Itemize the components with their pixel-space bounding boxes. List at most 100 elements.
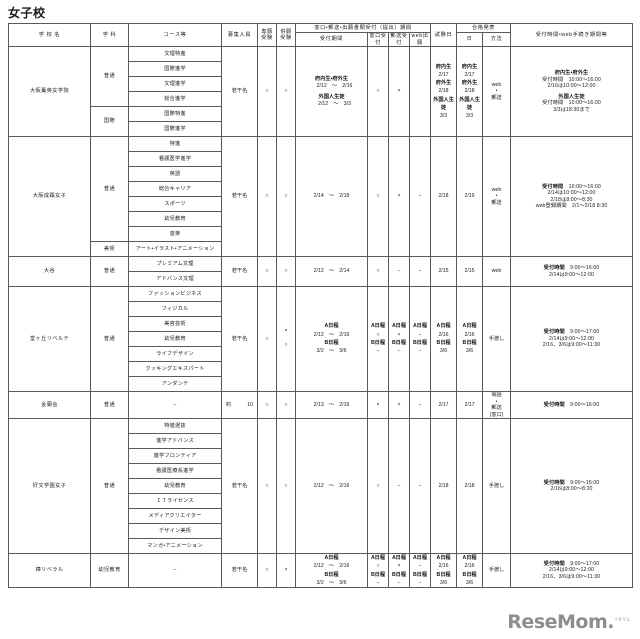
ab-entry: B日程 −	[370, 340, 386, 355]
ab-label: B日程	[324, 571, 339, 578]
cell-dept: 普通	[90, 391, 129, 419]
ab-value: 2/12 〜 2/16	[313, 331, 350, 338]
cell-course: 特進	[128, 136, 222, 152]
cell-mail: ×	[388, 46, 410, 137]
cell-reception-period: A日程 2/12 〜 2/16 B日程 3/2 〜 3/6	[295, 286, 368, 392]
table-row: 大谷 普通 プレミアム文理 若干名 ○ ○ 2/12 〜 2/14 ○ − −2/15 2/15 we…	[8, 256, 634, 287]
ab-entry: A日程 2/16	[436, 555, 451, 570]
cell-mail: −	[388, 256, 410, 287]
cell-course: プレミアム文理	[128, 256, 222, 272]
cell-dept: 普通	[90, 256, 129, 287]
cell-school: 大阪成蹊女子	[8, 136, 91, 257]
cell-result-date: 2/17	[456, 391, 484, 419]
cell-capacity: 若干名	[221, 46, 258, 137]
cell-web: A日程 − B日程 −	[408, 286, 432, 392]
cell-result-date: 2/18	[456, 418, 484, 554]
th-result-group: 合格発表	[456, 23, 512, 33]
cell-school: 金蘭会	[8, 391, 91, 419]
cell-counter: A日程 ○ B日程 −	[367, 552, 389, 589]
ab-label: B日程	[324, 340, 339, 346]
th-concurrent: 併願 受験	[276, 23, 296, 47]
date-entry: 府内生 2/17	[435, 64, 452, 79]
th-exam-type-l2: 受験	[261, 35, 273, 41]
cell-exam-date: 2/17	[430, 391, 458, 419]
cell-mail: A日程 × B日程 −	[388, 286, 410, 392]
cell-course: ＩＴライセンス	[128, 493, 222, 509]
header-row-2: 受付期間 窓口受付 郵送受付 web出願 日 方法	[9, 32, 633, 47]
capacity-number: 10	[247, 401, 253, 408]
cell-result-method: web ・郵送	[482, 46, 512, 137]
ab-entry: A日程 2/16	[462, 555, 477, 570]
ab-entry: A日程 2/16	[436, 323, 451, 338]
cell-heigan: ×	[276, 552, 296, 589]
th-reception: 受付期間	[295, 32, 368, 47]
cell-heigan: ○	[276, 46, 296, 137]
th-counter: 窓口受付	[367, 32, 389, 47]
cell-exam-date: 2/18	[430, 136, 458, 257]
note-line: 2/14は10:00〜12:00	[547, 190, 596, 196]
note-line: 受付時間 9:00〜16:00	[543, 479, 600, 486]
table-body: 大阪薫英女学院 普通 文理特進 若干名 ○ ○ 府内生・府外生 2/12 〜 2/16 外国人生…	[8, 46, 634, 589]
header-row-1: 学 校 名 学 科 コース等 募集人員 専願 受験 併願 受験 窓口・郵送・出願…	[8, 23, 634, 47]
cell-heigan: ○	[276, 256, 296, 287]
cell-reception-period: 府内生・府外生 2/12 〜 2/16 外国人生徒 2/12 〜 3/3	[295, 46, 368, 137]
cell-reception-period: 2/14 〜 2/18	[295, 136, 368, 257]
cell-capacity: 若干名	[221, 256, 258, 287]
ab-entry: A日程 ○	[370, 323, 386, 338]
cell-dept: 普通	[90, 136, 129, 242]
ab-entry: B日程 −	[412, 571, 428, 586]
cell-heigan: ○	[276, 391, 296, 419]
th-exam-type-l1: 専願	[261, 28, 273, 35]
cell-dept: 普通	[90, 286, 129, 392]
cell-course: 文理特進	[128, 46, 222, 62]
ab-entry: B日程 −	[391, 340, 407, 355]
cell-result-date: A日程 2/16 B日程 3/6	[456, 286, 484, 392]
cell-result-date: A日程 2/16 B日程 3/6	[456, 552, 484, 589]
cell-result-date: 2/15	[456, 256, 484, 287]
table-row: 金蘭会 普通 − 約 10 ○ ○ 2/13 〜 2/16 × × −2/17 2/17 電話・郵送 (窓…	[8, 391, 634, 419]
ab-entry: B日程 3/6	[436, 340, 451, 355]
th-course: コース等	[128, 23, 222, 47]
date-entry: 外国人生徒 3/3	[459, 96, 480, 119]
page-title: 女子校	[8, 6, 46, 20]
note-line: 3/3は18:30まで	[553, 106, 590, 113]
th-school: 学 校 名	[8, 23, 91, 47]
cell-course: 看護医学進学	[128, 151, 222, 167]
period-label: 府内生・府外生	[315, 76, 348, 82]
ab-label: A日程	[324, 323, 339, 330]
cell-exam-date: A日程 2/16 B日程 3/6	[430, 286, 458, 392]
ab-entry: A日程 ○	[370, 555, 386, 570]
cell-course: 国際特進	[128, 106, 222, 122]
ab-value: 3/2 〜 3/6	[316, 579, 347, 586]
date-entry: 府外生 2/18	[461, 80, 478, 95]
watermark-text: ReseMom.	[507, 611, 614, 633]
cell-exam-date: 府内生 2/17 府外生 2/18 外国人生徒 3/3	[430, 46, 458, 137]
cell-heigan: ○	[276, 136, 296, 257]
ab-entry: B日程 −	[370, 571, 386, 586]
note-line: 受付時間 9:00〜16:00	[543, 401, 600, 408]
cell-counter: ○	[367, 46, 389, 137]
note-group: 外国人生徒 受付時間 10:00〜16:00 3/3は18:30まで	[512, 93, 632, 114]
ab-entry: A日程 ×	[391, 555, 407, 570]
th-notes: 受付時間・web手続き期間等	[510, 23, 634, 47]
cell-course: 英語	[128, 166, 222, 182]
ab-entry: B日程 −	[391, 571, 407, 586]
cell-course: 音楽	[128, 226, 222, 242]
cell-course: メディアクリエイター	[128, 508, 222, 524]
cell-capacity: 若干名	[221, 418, 258, 554]
period-label: 外国人生徒	[318, 94, 345, 100]
capacity-prefix: 約	[226, 401, 232, 408]
ab-entry: A日程 ×	[391, 323, 407, 338]
th-exam-type: 専願 受験	[257, 23, 277, 47]
th-mail: 郵送受付	[388, 32, 410, 47]
cell-senan: ○	[257, 552, 277, 589]
cell-course: 進学アドバンス	[128, 433, 222, 449]
cell-capacity: 若干名	[221, 136, 258, 257]
table-row: 樟リベラル 幼児教育 − 若干名 ○ × A日程 2/12 〜 2/16 B日程 3/2 〜 3/…	[8, 552, 634, 589]
cell-senan: ○	[257, 418, 277, 554]
cell-heigan: ○	[276, 418, 296, 554]
note-title: 外国人生徒	[558, 93, 585, 100]
cell-school: 好文学園女子	[8, 418, 91, 554]
cell-result-date: 2/19	[456, 136, 484, 257]
cell-senan: ○	[257, 136, 277, 257]
